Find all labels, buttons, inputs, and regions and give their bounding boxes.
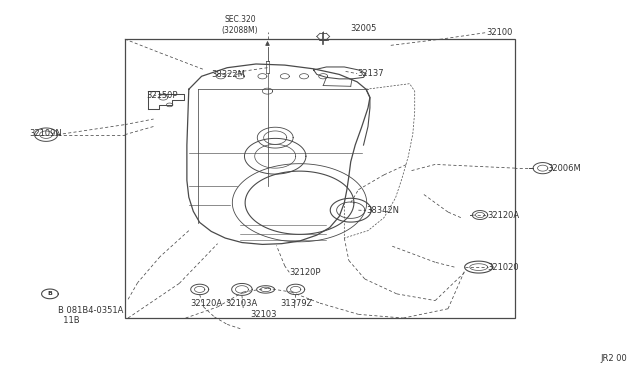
Text: 32150P: 32150P: [146, 92, 177, 100]
Text: SEC.320
(32088M): SEC.320 (32088M): [221, 15, 259, 35]
Text: 32109N: 32109N: [29, 129, 62, 138]
Text: 32103: 32103: [250, 310, 277, 318]
Text: 32100: 32100: [486, 28, 513, 37]
Text: 38342N: 38342N: [366, 206, 399, 215]
Text: 32103A: 32103A: [226, 299, 258, 308]
Text: JR2 00: JR2 00: [600, 354, 627, 363]
Text: 32005: 32005: [351, 24, 377, 33]
Text: B 081B4-0351A
  11B: B 081B4-0351A 11B: [58, 306, 123, 325]
Text: 321020: 321020: [488, 263, 519, 272]
Text: 31379Z: 31379Z: [280, 299, 312, 308]
Text: 32120A: 32120A: [190, 299, 222, 308]
Text: 32137: 32137: [357, 69, 384, 78]
Text: 32120P: 32120P: [289, 268, 321, 277]
Text: 32006M: 32006M: [547, 164, 581, 173]
Text: B: B: [47, 291, 52, 296]
Text: 38322M: 38322M: [211, 70, 245, 79]
Text: 32120A: 32120A: [488, 211, 520, 220]
Bar: [125, 39, 515, 318]
